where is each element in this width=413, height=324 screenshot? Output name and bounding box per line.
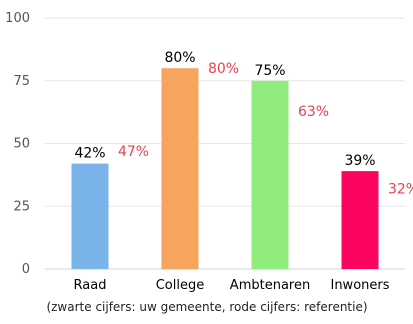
bar-college: [162, 68, 199, 269]
y-tick-label: 100: [5, 11, 30, 26]
category-label: College: [156, 278, 205, 293]
chart-footnote: (zwarte cijfers: uw gemeente, rode cijfe…: [46, 300, 367, 314]
bar-inwoners: [342, 171, 379, 269]
bars: [72, 68, 379, 269]
category-label: Inwoners: [330, 278, 389, 293]
y-tick-label: 50: [13, 137, 30, 152]
bar-raad: [72, 164, 109, 269]
y-tick-label: 25: [13, 199, 30, 214]
y-axis-ticks: 0 25 50 75 100: [5, 11, 30, 277]
y-tick-label: 75: [13, 74, 30, 89]
reference-value-label: 32%: [388, 182, 413, 198]
reference-value-label: 47%: [118, 144, 149, 160]
reference-value-label: 80%: [208, 61, 239, 77]
category-labels: Raad College Ambtenaren Inwoners: [74, 278, 390, 293]
category-label: Raad: [74, 278, 107, 293]
value-label: 42%: [74, 146, 105, 162]
reference-value-label: 63%: [298, 104, 329, 120]
value-label: 80%: [164, 50, 195, 66]
category-label: Ambtenaren: [230, 278, 310, 293]
bar-ambtenaren: [252, 81, 289, 269]
value-label: 39%: [344, 153, 375, 169]
y-tick-label: 0: [22, 262, 30, 277]
value-label: 75%: [254, 63, 285, 79]
